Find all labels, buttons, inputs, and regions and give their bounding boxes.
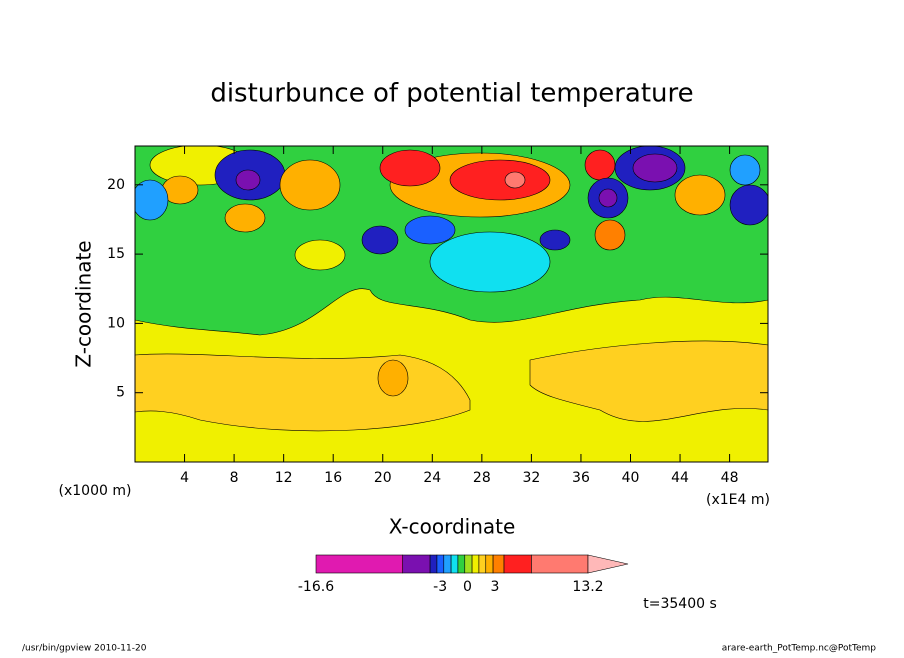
colorbar-tick-label: -16.6 xyxy=(298,579,334,595)
x-tick-label: 44 xyxy=(671,470,689,486)
x-tick-label: 12 xyxy=(275,470,293,486)
x-tick-label: 32 xyxy=(522,470,540,486)
colorbar-segment xyxy=(443,554,452,574)
x-tick-label: 48 xyxy=(721,470,739,486)
colorbar-segment xyxy=(450,554,459,574)
colorbar-segment xyxy=(471,554,480,574)
colorbar-segment xyxy=(478,554,487,574)
x-tick-label: 8 xyxy=(230,470,239,486)
chart-title: disturbunce of potential temperature xyxy=(210,79,693,109)
x-tick-label: 16 xyxy=(324,470,342,486)
colorbar-segment xyxy=(436,554,445,574)
x-axis-label: X-coordinate xyxy=(389,515,516,539)
x-tick-label: 28 xyxy=(473,470,491,486)
x-tick-label: 24 xyxy=(423,470,441,486)
colorbar-extend xyxy=(587,554,629,574)
y-tick-label: 5 xyxy=(116,385,125,401)
colorbar-segment xyxy=(492,554,505,574)
colorbar-segment xyxy=(485,554,494,574)
contour-field xyxy=(135,146,768,462)
colorbar-tick-label: 13.2 xyxy=(572,579,603,595)
colorbar-tick-label: 0 xyxy=(463,579,472,595)
y-tick-label: 20 xyxy=(107,177,125,193)
colorbar-segment xyxy=(429,554,438,574)
y-tick-label: 15 xyxy=(107,246,125,262)
colorbar-segment xyxy=(464,554,473,574)
colorbar-segment xyxy=(402,554,431,574)
colorbar-segment xyxy=(457,554,466,574)
colorbar-tick-label: 3 xyxy=(490,579,499,595)
colorbar-segment xyxy=(315,554,404,574)
x-tick-label: 40 xyxy=(622,470,640,486)
y-tick-label: 10 xyxy=(107,315,125,331)
colorbar-segment xyxy=(531,554,589,574)
plot-frame xyxy=(134,145,769,463)
colorbar-tick-label: -3 xyxy=(433,579,447,595)
x-unit: (x1000 m) xyxy=(59,483,132,499)
x-tick-label: 4 xyxy=(180,470,189,486)
footer: /usr/bin/gpview 2010-11-20 xyxy=(22,644,147,654)
colorbar-segment xyxy=(503,554,532,574)
x-tick-label: 20 xyxy=(374,470,392,486)
footer: arare-earth_PotTemp.nc@PotTemp xyxy=(722,644,877,654)
time-label: t=35400 s xyxy=(643,596,717,612)
x-tick-label: 36 xyxy=(572,470,590,486)
y-axis-label: Z-coordinate xyxy=(72,240,96,367)
x-unit: (x1E4 m) xyxy=(706,492,770,508)
